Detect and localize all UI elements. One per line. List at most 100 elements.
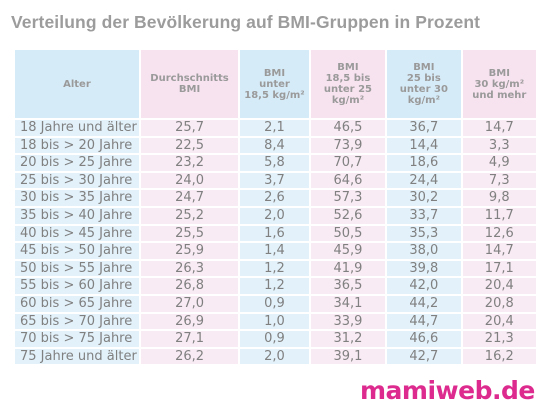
cell-bmi-25-to-30: 39,8: [387, 260, 461, 277]
cell-avg-bmi: 26,9: [140, 313, 239, 330]
cell-bmi-18-5-to-25: 39,1: [310, 348, 386, 365]
cell-bmi-18-5-to-25: 52,6: [310, 207, 386, 224]
cell-bmi-under-18-5: 0,9: [240, 295, 309, 312]
cell-bmi-under-18-5: 8,4: [240, 137, 309, 154]
cell-avg-bmi: 23,2: [140, 155, 239, 171]
cell-bmi-under-18-5: 2,6: [240, 190, 309, 206]
bmi-table: Alter Durchschnitts BMI BMI unter 18,5 kg/m…: [13, 48, 538, 366]
cell-alter: 55 bis > 60 Jahre: [15, 278, 139, 294]
table-header-row: Alter Durchschnitts BMI BMI unter 18,5 kg/m…: [15, 50, 536, 118]
cell-bmi-under-18-5: 3,7: [240, 172, 309, 189]
cell-avg-bmi: 25,9: [140, 243, 239, 259]
mamiweb-logo: mamiweb.de: [360, 376, 535, 405]
cell-bmi-under-18-5: 2,1: [240, 120, 309, 136]
cell-bmi-30-plus: 21,3: [462, 331, 536, 347]
cell-bmi-30-plus: 16,2: [462, 348, 536, 365]
cell-bmi-25-to-30: 46,6: [387, 331, 461, 347]
cell-bmi-30-plus: 12,6: [462, 225, 536, 242]
cell-bmi-under-18-5: 1,0: [240, 313, 309, 330]
cell-bmi-25-to-30: 44,2: [387, 295, 461, 312]
cell-bmi-18-5-to-25: 33,9: [310, 313, 386, 330]
cell-bmi-under-18-5: 5,8: [240, 155, 309, 171]
cell-bmi-25-to-30: 35,3: [387, 225, 461, 242]
header-line: und mehr: [472, 89, 527, 101]
cell-avg-bmi: 22,5: [140, 137, 239, 154]
cell-bmi-25-to-30: 36,7: [387, 120, 461, 136]
header-line: unter: [259, 78, 290, 90]
cell-bmi-30-plus: 14,7: [462, 243, 536, 259]
cell-avg-bmi: 24,7: [140, 190, 239, 206]
table-row: 50 bis > 55 Jahre 26,3 1,2 41,9 39,8 17,1: [15, 260, 536, 277]
header-line: unter 25: [323, 84, 373, 95]
cell-bmi-under-18-5: 1,2: [240, 260, 309, 277]
cell-bmi-30-plus: 4,9: [462, 155, 536, 171]
cell-bmi-18-5-to-25: 57,3: [310, 190, 386, 206]
cell-alter: 18 Jahre und älter: [15, 120, 139, 136]
table-row: 18 Jahre und älter 25,7 2,1 46,5 36,7 14,7: [15, 120, 536, 136]
header-line: BMI: [488, 67, 510, 79]
cell-bmi-under-18-5: 2,0: [240, 348, 309, 365]
table-row: 65 bis > 70 Jahre 26,9 1,0 33,9 44,7 20,4: [15, 313, 536, 330]
cell-bmi-25-to-30: 42,0: [387, 278, 461, 294]
cell-avg-bmi: 26,8: [140, 278, 239, 294]
cell-bmi-18-5-to-25: 64,6: [310, 172, 386, 189]
cell-bmi-under-18-5: 0,9: [240, 331, 309, 347]
header-avg-bmi: Durchschnitts BMI: [140, 50, 239, 118]
header-bmi-under-18-5: BMI unter 18,5 kg/m²: [240, 50, 309, 118]
cell-alter: 65 bis > 70 Jahre: [15, 313, 139, 330]
cell-alter: 25 bis > 30 Jahre: [15, 172, 139, 189]
cell-bmi-18-5-to-25: 73,9: [310, 137, 386, 154]
cell-bmi-25-to-30: 33,7: [387, 207, 461, 224]
header-line: BMI: [178, 84, 201, 95]
cell-bmi-25-to-30: 24,4: [387, 172, 461, 189]
header-bmi-25-to-30: BMI 25 bis unter 30 kg/m²: [387, 50, 461, 118]
header-line: Durchschnitts: [150, 73, 229, 84]
cell-bmi-under-18-5: 2,0: [240, 207, 309, 224]
cell-bmi-30-plus: 20,8: [462, 295, 536, 312]
table-row: 25 bis > 30 Jahre 24,0 3,7 64,6 24,4 7,3: [15, 172, 536, 189]
table-row: 18 bis > 20 Jahre 22,5 8,4 73,9 14,4 3,3: [15, 137, 536, 154]
cell-alter: 20 bis > 25 Jahre: [15, 155, 139, 171]
cell-bmi-18-5-to-25: 41,9: [310, 260, 386, 277]
cell-bmi-18-5-to-25: 31,2: [310, 331, 386, 347]
cell-avg-bmi: 27,0: [140, 295, 239, 312]
cell-bmi-30-plus: 20,4: [462, 278, 536, 294]
cell-alter: 40 bis > 45 Jahre: [15, 225, 139, 242]
cell-bmi-25-to-30: 18,6: [387, 155, 461, 171]
cell-bmi-18-5-to-25: 45,9: [310, 243, 386, 259]
header-bmi-30-plus: BMI 30 kg/m² und mehr: [462, 50, 536, 118]
cell-bmi-25-to-30: 42,7: [387, 348, 461, 365]
table-row: 20 bis > 25 Jahre 23,2 5,8 70,7 18,6 4,9: [15, 155, 536, 171]
header-line: 25 bis: [406, 73, 441, 84]
cell-avg-bmi: 26,3: [140, 260, 239, 277]
cell-bmi-25-to-30: 30,2: [387, 190, 461, 206]
header-line: BMI: [337, 62, 359, 73]
table-row: 60 bis > 65 Jahre 27,0 0,9 34,1 44,2 20,8: [15, 295, 536, 312]
cell-alter: 70 bis > 75 Jahre: [15, 331, 139, 347]
cell-bmi-18-5-to-25: 46,5: [310, 120, 386, 136]
table-row: 45 bis > 50 Jahre 25,9 1,4 45,9 38,0 14,7: [15, 243, 536, 259]
cell-bmi-30-plus: 7,3: [462, 172, 536, 189]
cell-bmi-18-5-to-25: 36,5: [310, 278, 386, 294]
header-line: unter 30: [399, 84, 448, 95]
cell-avg-bmi: 24,0: [140, 172, 239, 189]
cell-bmi-30-plus: 9,8: [462, 190, 536, 206]
cell-alter: 75 Jahre und älter: [15, 348, 139, 365]
cell-bmi-18-5-to-25: 70,7: [310, 155, 386, 171]
cell-bmi-18-5-to-25: 50,5: [310, 225, 386, 242]
table-row: 75 Jahre und älter 26,2 2,0 39,1 42,7 16,2: [15, 348, 536, 365]
cell-avg-bmi: 25,7: [140, 120, 239, 136]
header-line: 18,5 kg/m²: [244, 89, 305, 101]
header-line: kg/m²: [407, 95, 440, 106]
cell-bmi-30-plus: 3,3: [462, 137, 536, 154]
cell-bmi-under-18-5: 1,2: [240, 278, 309, 294]
cell-avg-bmi: 25,5: [140, 225, 239, 242]
header-line: 18,5 bis: [325, 73, 371, 84]
cell-alter: 18 bis > 20 Jahre: [15, 137, 139, 154]
cell-alter: 35 bis > 40 Jahre: [15, 207, 139, 224]
header-alter: Alter: [15, 50, 139, 118]
cell-bmi-30-plus: 11,7: [462, 207, 536, 224]
table-row: 70 bis > 75 Jahre 27,1 0,9 31,2 46,6 21,3: [15, 331, 536, 347]
cell-bmi-25-to-30: 14,4: [387, 137, 461, 154]
cell-bmi-30-plus: 17,1: [462, 260, 536, 277]
